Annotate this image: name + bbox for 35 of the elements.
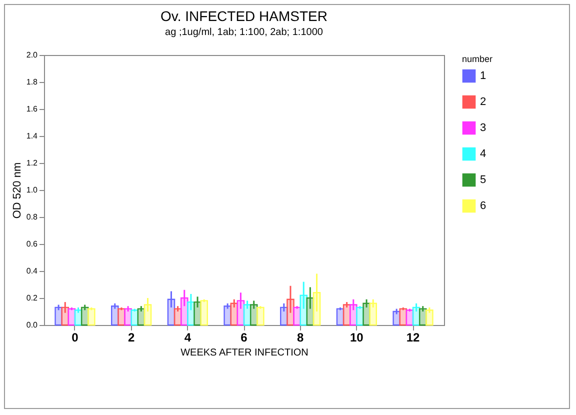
y-tick-label: 1.0 — [26, 186, 38, 194]
bar — [426, 310, 434, 326]
x-tick-label: 4 — [184, 330, 192, 344]
y-tick-label: 1.4 — [26, 132, 38, 140]
legend-label: 6 — [480, 200, 486, 212]
bar — [256, 306, 264, 326]
chart-subtitle: ag ;1ug/ml, 1ab; 1:100, 2ab; 1:1000 — [165, 27, 324, 38]
y-tick-label: 0.8 — [26, 212, 38, 222]
y-tick-label: 0.2 — [26, 294, 38, 302]
legend-label: 1 — [480, 70, 486, 82]
legend-label: 3 — [480, 122, 486, 134]
x-tick-label: 8 — [296, 330, 304, 344]
x-axis-title: WEEKS AFTER INFECTION — [180, 348, 308, 358]
x-tick-label: 12 — [406, 330, 420, 344]
legend-label: 4 — [480, 148, 486, 160]
bar — [88, 308, 96, 326]
y-tick-label: 1.8 — [26, 78, 38, 86]
bar — [200, 300, 208, 326]
x-tick-label: 10 — [350, 330, 364, 344]
legend-label: 2 — [480, 96, 486, 108]
legend-title: number — [462, 54, 493, 64]
x-tick-label: 0 — [72, 330, 79, 344]
y-tick-label: 0.0 — [26, 320, 38, 330]
y-tick-label: 2.0 — [26, 50, 38, 60]
x-tick-label: 2 — [128, 330, 135, 344]
legend-label: 5 — [480, 174, 486, 186]
y-tick-label: 0.6 — [26, 240, 38, 248]
chart-title: Ov. INFECTED HAMSTER — [160, 8, 328, 24]
y-axis-title: OD 520 nm — [11, 162, 24, 219]
y-tick-label: 0.4 — [26, 266, 38, 276]
bar — [369, 302, 377, 326]
x-tick-label: 6 — [240, 330, 248, 344]
y-tick-label: 1.2 — [26, 158, 38, 168]
bar — [144, 304, 152, 326]
y-tick-label: 1.6 — [26, 104, 38, 114]
